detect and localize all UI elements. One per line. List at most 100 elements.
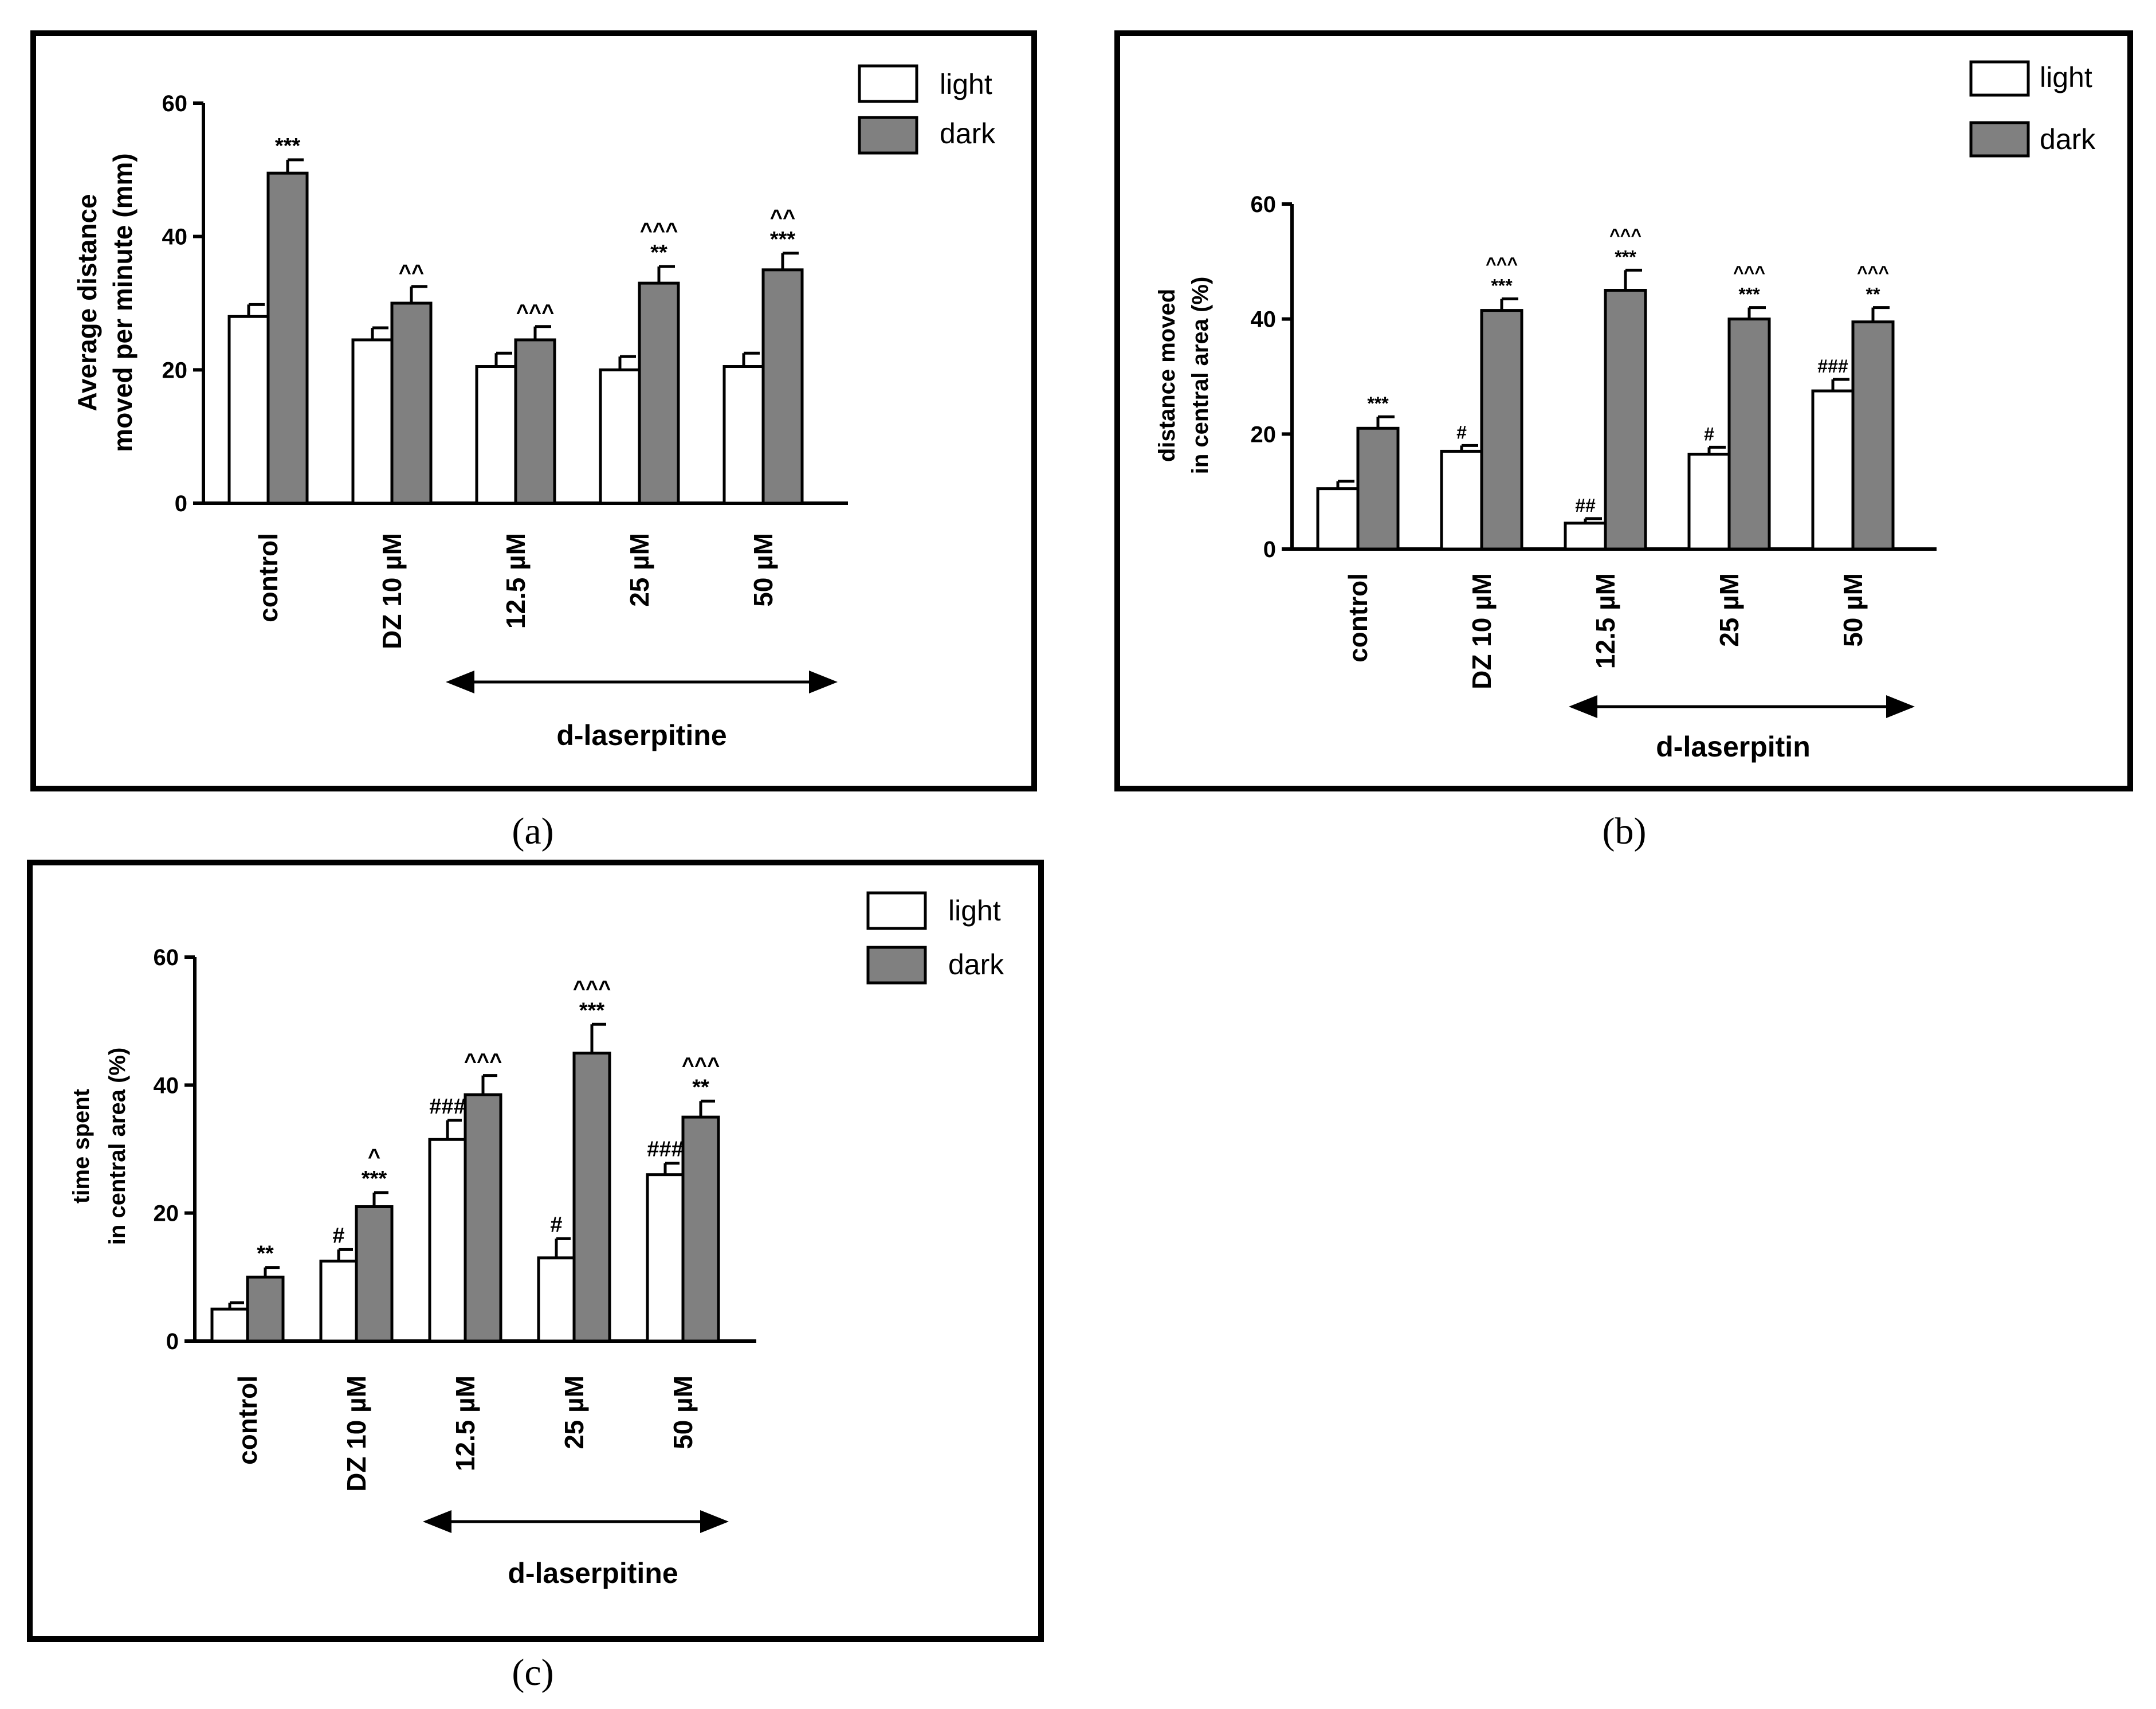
- x-category-label: 25 µM: [559, 1375, 589, 1449]
- bar-light: [1440, 449, 1483, 551]
- bar-light: [227, 315, 270, 505]
- significance-label: **: [650, 241, 667, 265]
- bar-dark: [1727, 318, 1771, 551]
- x-category-label: control: [233, 1375, 262, 1465]
- significance-label: ***: [1367, 393, 1389, 414]
- legend: light dark: [866, 891, 1004, 985]
- bar-dark: [638, 281, 680, 505]
- significance-label: ###: [429, 1095, 465, 1119]
- y-axis-label-line1: Average distance: [72, 194, 102, 411]
- y-tick-label: 60: [1251, 192, 1277, 217]
- legend: light dark: [1969, 60, 2096, 158]
- legend-swatch-dark: [858, 116, 918, 155]
- legend-swatch-light: [1969, 60, 2030, 97]
- significance-label: ***: [362, 1167, 387, 1191]
- significance-label: ***: [770, 228, 796, 252]
- drug-range: d-laserpitine: [423, 1510, 729, 1589]
- y-axis-label-line2: in central area (%): [1188, 277, 1213, 475]
- significance-label: ###: [647, 1138, 683, 1162]
- drug-arrow-left-head: [446, 671, 474, 693]
- significance-label: ^^^: [682, 1053, 720, 1077]
- drug-arrow-left-head: [1569, 695, 1597, 718]
- y-tick-label: 40: [1251, 307, 1277, 332]
- y-tick-label: 0: [175, 491, 187, 516]
- bar-light: [599, 368, 641, 505]
- significance-label: ***: [1738, 284, 1760, 305]
- significance-label: ^^: [399, 261, 424, 285]
- legend-label-light: light: [940, 68, 992, 100]
- legend-label-dark: dark: [2040, 123, 2096, 155]
- bar-dark: [1851, 320, 1895, 551]
- significance-label: ^^^: [1857, 262, 1889, 283]
- x-category-label: 50 µM: [748, 533, 778, 607]
- bar-dark: [246, 1275, 285, 1343]
- panel-caption: (b): [1603, 810, 1647, 852]
- legend-label-dark: dark: [948, 948, 1004, 981]
- y-tick-label: 20: [162, 358, 188, 383]
- panel-caption: (a): [512, 810, 553, 852]
- y-tick-label: 0: [166, 1329, 179, 1354]
- y-tick-label: 60: [162, 91, 188, 116]
- panel-caption: (c): [512, 1652, 553, 1694]
- x-category-label: control: [253, 533, 283, 622]
- bar-light: [210, 1307, 249, 1343]
- significance-label: **: [1866, 284, 1880, 305]
- chart-panel-a: 0 20 40 60 *** control ^^ DZ 10 µM ^^^ 12.5 µM ** ^…: [30, 30, 1037, 852]
- significance-label: #: [550, 1213, 562, 1237]
- significance-label: #: [1456, 422, 1467, 442]
- drug-range: d-laserpitine: [446, 671, 838, 751]
- bar-light: [319, 1259, 358, 1343]
- drug-arrow-right-head: [1886, 695, 1915, 718]
- bar-light: [428, 1138, 467, 1343]
- x-category-label: 25 µM: [625, 533, 654, 607]
- y-tick-label: 40: [162, 225, 188, 250]
- significance-label: ###: [1817, 356, 1848, 377]
- bar-dark: [266, 171, 309, 505]
- significance-label: ^^^: [464, 1050, 502, 1074]
- bar-light: [646, 1173, 685, 1343]
- significance-label: ^^: [770, 206, 795, 230]
- significance-label: ^^^: [1733, 262, 1765, 283]
- drug-arrow-right-head: [700, 1510, 729, 1533]
- y-axis-label-line2: in central area (%): [105, 1048, 130, 1245]
- x-category-label: 25 µM: [1714, 573, 1744, 647]
- significance-label: ***: [579, 998, 605, 1022]
- legend: light dark: [858, 64, 996, 155]
- drug-arrow-left-head: [423, 1510, 451, 1533]
- bar-dark: [514, 338, 556, 505]
- y-axis-label-line2: moved per minute (mm): [108, 153, 138, 452]
- bar-light: [1811, 389, 1855, 551]
- bar-dark: [761, 268, 804, 505]
- bar-dark: [572, 1052, 611, 1343]
- significance-label: ^^^: [1486, 254, 1518, 275]
- panel-frame: [27, 860, 1044, 1642]
- bar-dark: [1604, 289, 1647, 551]
- x-category-label: DZ 10 µM: [377, 533, 407, 649]
- significance-label: ^: [368, 1145, 380, 1169]
- y-tick-label: 20: [154, 1201, 179, 1226]
- significance-label: #: [1704, 424, 1714, 444]
- x-category-label: control: [1343, 573, 1373, 663]
- y-tick-label: 0: [1263, 537, 1276, 562]
- bar-light: [537, 1256, 576, 1343]
- drug-label: d-laserpitine: [508, 1557, 678, 1589]
- legend-swatch-dark: [1969, 121, 2030, 158]
- legend-swatch-dark: [866, 946, 927, 985]
- bar-dark: [464, 1093, 502, 1343]
- bar-light: [722, 365, 765, 505]
- significance-label: ^^^: [516, 301, 555, 325]
- x-category-label: 50 µM: [668, 1375, 698, 1449]
- legend-label-light: light: [2040, 61, 2092, 93]
- bar-light: [1316, 487, 1360, 551]
- bar-light: [1687, 452, 1731, 551]
- x-category-label: 12.5 µM: [501, 533, 531, 629]
- drug-arrow-right-head: [809, 671, 838, 693]
- x-category-label: DZ 10 µM: [1467, 573, 1497, 689]
- y-axis-label-line1: time spent: [69, 1089, 94, 1204]
- legend-swatch-light: [866, 891, 927, 930]
- drug-label: d-laserpitine: [556, 719, 726, 751]
- y-tick-label: 60: [154, 945, 179, 970]
